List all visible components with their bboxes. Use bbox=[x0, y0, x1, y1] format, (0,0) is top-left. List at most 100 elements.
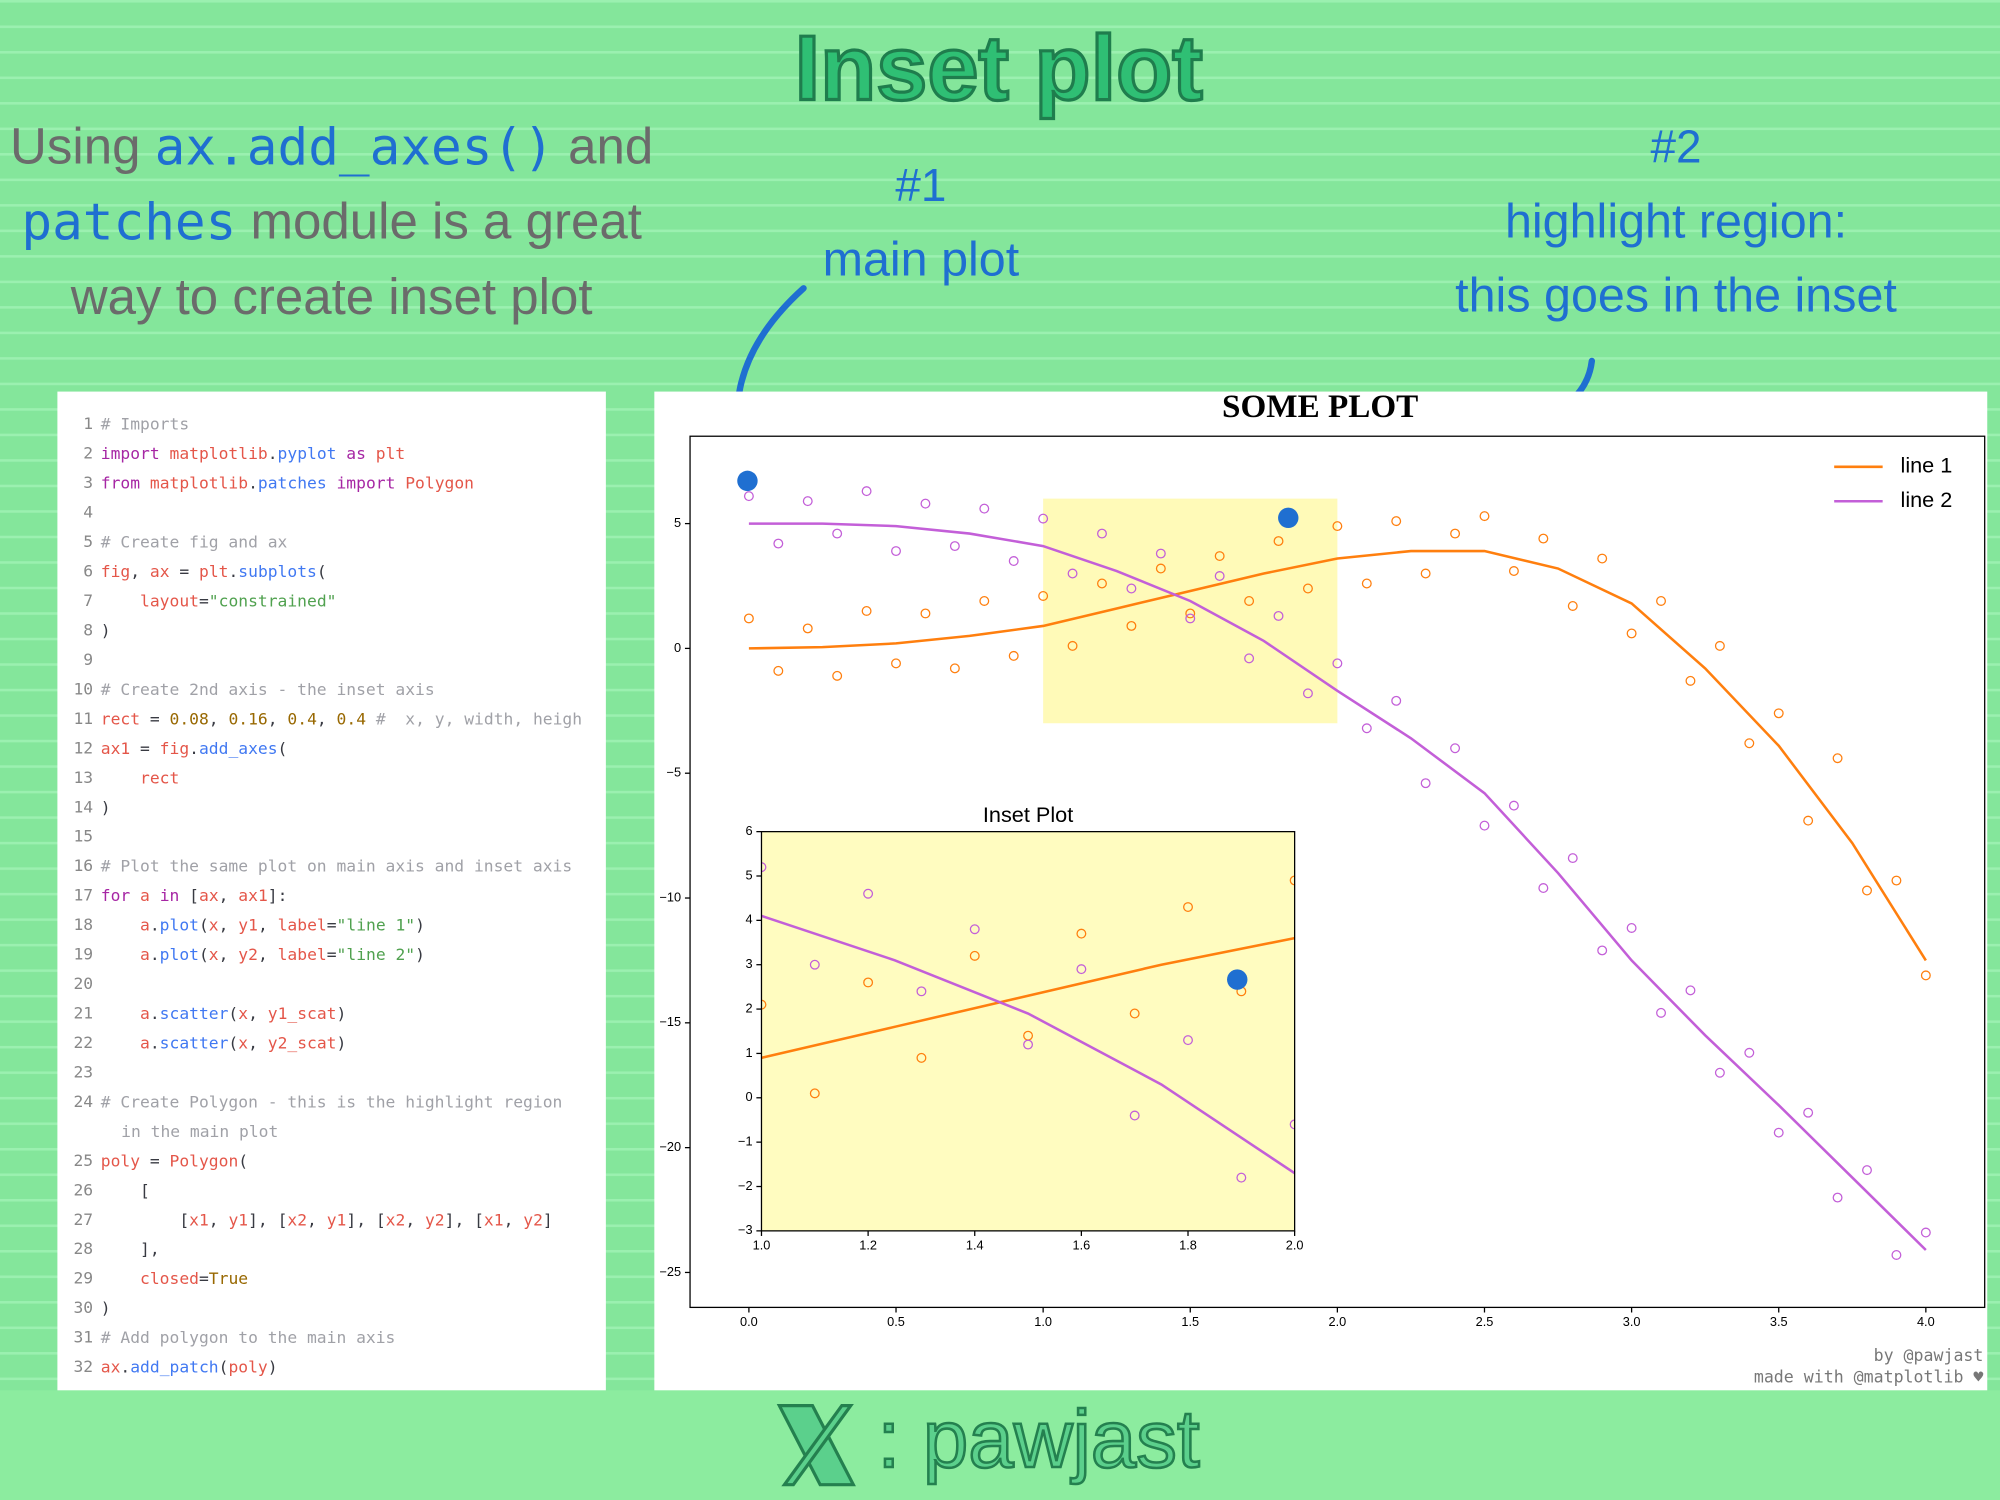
code-token: plot bbox=[160, 915, 199, 934]
code-token: . bbox=[150, 945, 160, 964]
code-token: = bbox=[170, 562, 199, 581]
code-token: [ bbox=[101, 1210, 189, 1229]
scatter-point bbox=[916, 1052, 927, 1063]
line-number: 6 bbox=[83, 562, 93, 581]
code-token: ) bbox=[268, 1357, 278, 1376]
code-token: x bbox=[209, 915, 219, 934]
annotation-number: #1 bbox=[895, 159, 946, 211]
code-token: x1 bbox=[484, 1210, 504, 1229]
code-token: , bbox=[258, 915, 278, 934]
code-line: a.plot(x, y1, label="line 1") bbox=[101, 915, 425, 934]
scatter-point bbox=[1302, 583, 1313, 594]
scatter-point bbox=[920, 608, 931, 619]
scatter-point bbox=[1236, 1172, 1247, 1183]
line-number: 17 bbox=[73, 886, 93, 905]
scatter-point bbox=[863, 888, 874, 899]
x-tick-label: 2.5 bbox=[1476, 1314, 1494, 1329]
scatter-point bbox=[1038, 513, 1049, 524]
scatter-point bbox=[1155, 548, 1166, 559]
code-token: [ bbox=[101, 1180, 150, 1199]
code-token: poly bbox=[101, 1151, 140, 1170]
scatter-point bbox=[802, 623, 813, 634]
code-token: plt bbox=[199, 562, 228, 581]
intro-text: and bbox=[554, 118, 653, 175]
charts: 0.0 0.5 1.0 1.5 2.0 2.5 3.0 3.5 4.0−25−20−15−10−… bbox=[659, 388, 1986, 1329]
code-token: x2 bbox=[287, 1210, 307, 1229]
code-line: ], bbox=[101, 1239, 160, 1258]
code-token: x2 bbox=[386, 1210, 406, 1229]
code-token: y2 bbox=[425, 1210, 445, 1229]
code-token: y1 bbox=[327, 1210, 347, 1229]
code-token: x1 bbox=[189, 1210, 209, 1229]
line-number: 4 bbox=[83, 503, 93, 522]
scatter-point bbox=[1076, 928, 1087, 939]
code-token: ( bbox=[238, 1151, 248, 1170]
y-tick-label: −2 bbox=[738, 1178, 753, 1193]
line-number: 27 bbox=[73, 1210, 93, 1229]
line-number: 1 bbox=[83, 414, 93, 433]
code-token: , bbox=[504, 1210, 524, 1229]
scatter-point bbox=[1862, 1165, 1872, 1176]
code-token: ( bbox=[219, 1357, 229, 1376]
code-token: . bbox=[150, 915, 160, 934]
code-token: ) bbox=[415, 945, 425, 964]
code-line: from matplotlib.patches import Polygon bbox=[101, 473, 474, 492]
code-line: in the main plot bbox=[121, 1121, 278, 1140]
scatter-point bbox=[809, 1088, 820, 1099]
scatter-point bbox=[1450, 528, 1461, 539]
code-token: x bbox=[238, 1004, 248, 1023]
intro-code: ax.add_axes() bbox=[155, 119, 554, 178]
scatter-point bbox=[1597, 553, 1608, 564]
code-token: # Create fig and ax bbox=[101, 532, 288, 551]
scatter-point bbox=[1744, 1047, 1755, 1058]
code-token: ax bbox=[101, 1357, 121, 1376]
scatter-point bbox=[1391, 695, 1402, 706]
scatter-point bbox=[1626, 923, 1637, 933]
scatter-point bbox=[761, 999, 767, 1010]
code-token: # Imports bbox=[101, 414, 189, 433]
line-number: 2 bbox=[83, 444, 93, 463]
code-token: = bbox=[199, 591, 209, 610]
code-token: . bbox=[248, 473, 258, 492]
code-token: # x, y, width, heigh bbox=[366, 709, 582, 728]
code-line: ) bbox=[101, 1298, 111, 1317]
code-token: . bbox=[150, 1004, 160, 1023]
code-token: pyplot bbox=[278, 444, 337, 463]
scatter-point bbox=[916, 986, 927, 997]
code-line: a.scatter(x, y2_scat) bbox=[101, 1033, 347, 1052]
scatter-point bbox=[949, 541, 960, 552]
code-token: ) bbox=[101, 797, 111, 816]
code-token: label bbox=[278, 945, 327, 964]
scatter-point bbox=[1773, 1127, 1784, 1138]
x-tick-label: 3.5 bbox=[1770, 1314, 1788, 1329]
scatter-point bbox=[1183, 902, 1193, 913]
x-tick-label: 2.0 bbox=[1329, 1314, 1347, 1329]
code-token: = bbox=[140, 709, 169, 728]
scatter-point bbox=[979, 503, 990, 514]
main-axes: 0.0 0.5 1.0 1.5 2.0 2.5 3.0 3.5 4.0−25−20−15−10−… bbox=[659, 388, 1986, 1329]
code-token: # Plot the same plot on main axis and in… bbox=[101, 856, 572, 875]
scatter-point bbox=[1773, 708, 1784, 719]
legend-label: line 1 bbox=[1901, 453, 1953, 478]
y-tick-label: 6 bbox=[745, 823, 752, 838]
footer-band bbox=[0, 1390, 2000, 1500]
line-number: 16 bbox=[73, 856, 93, 875]
code-line: # Plot the same plot on main axis and in… bbox=[101, 856, 572, 875]
y-tick-label: −25 bbox=[659, 1264, 681, 1279]
scatter-point bbox=[1067, 640, 1078, 651]
scatter-point bbox=[1538, 533, 1549, 544]
x-tick-label: 1.0 bbox=[1034, 1314, 1052, 1329]
code-token: y2 bbox=[238, 945, 258, 964]
code-token: , bbox=[209, 709, 229, 728]
code-token: , bbox=[307, 1210, 327, 1229]
code-token: True bbox=[209, 1269, 248, 1288]
code-token: rect bbox=[101, 709, 140, 728]
line-number: 7 bbox=[83, 591, 93, 610]
code-token: ( bbox=[317, 562, 327, 581]
code-line: a.scatter(x, y1_scat) bbox=[101, 1004, 347, 1023]
footer-handle: : pawjast bbox=[878, 1394, 1200, 1485]
scatter-point bbox=[861, 605, 872, 616]
line-number: 5 bbox=[83, 532, 93, 551]
code-token: fig bbox=[160, 738, 189, 757]
